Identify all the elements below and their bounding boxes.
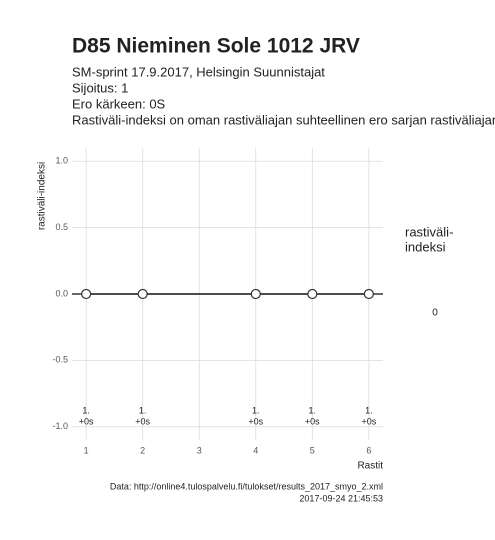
subtitle: Rastiväli-indeksi on oman rastiväliajan … [72, 112, 495, 127]
x-tick-label: 2 [140, 445, 145, 455]
y-tick-label: 0.5 [55, 222, 68, 232]
y-tick-label: -0.5 [52, 355, 68, 365]
point-label: 1. [252, 405, 260, 415]
point-label: 1. [309, 405, 317, 415]
data-point [363, 288, 374, 300]
x-tick-label: 4 [253, 445, 258, 455]
point-label: +0s [79, 416, 94, 426]
x-tick-label: 3 [197, 445, 202, 455]
y-tick-label: 0.0 [55, 288, 68, 298]
point-label: +0s [361, 416, 376, 426]
y-tick-label: -1.0 [52, 421, 68, 431]
data-point [81, 288, 92, 300]
point-label: 1. [82, 405, 90, 415]
point-label: +0s [305, 416, 320, 426]
point-label: 1. [365, 405, 373, 415]
point-label: +0s [135, 416, 150, 426]
legend-label: 0 [432, 308, 438, 319]
x-tick-label: 5 [310, 445, 315, 455]
x-axis-label: Rastit [357, 461, 383, 472]
subtitle: Sijoitus: 1 [72, 80, 128, 95]
caption: Data: http://online4.tulospalvelu.fi/tul… [110, 481, 383, 491]
y-tick-label: 1.0 [55, 156, 68, 166]
caption: 2017-09-24 21:45:53 [299, 493, 383, 503]
data-point [250, 288, 261, 300]
legend-title: indeksi [405, 239, 446, 254]
chart-title: D85 Nieminen Sole 1012 JRV [72, 35, 360, 58]
point-label: 1. [139, 405, 147, 415]
data-point [307, 288, 318, 300]
x-tick-label: 6 [366, 445, 371, 455]
y-axis-label: rastiväli-indeksi [37, 162, 48, 230]
subtitle: Ero kärkeen: 0S [72, 96, 166, 111]
legend-title: rastiväli- [405, 224, 453, 239]
data-point [137, 288, 148, 300]
subtitle: SM-sprint 17.9.2017, Helsingin Suunnista… [72, 64, 325, 79]
x-tick-label: 1 [84, 445, 89, 455]
point-label: +0s [248, 416, 263, 426]
